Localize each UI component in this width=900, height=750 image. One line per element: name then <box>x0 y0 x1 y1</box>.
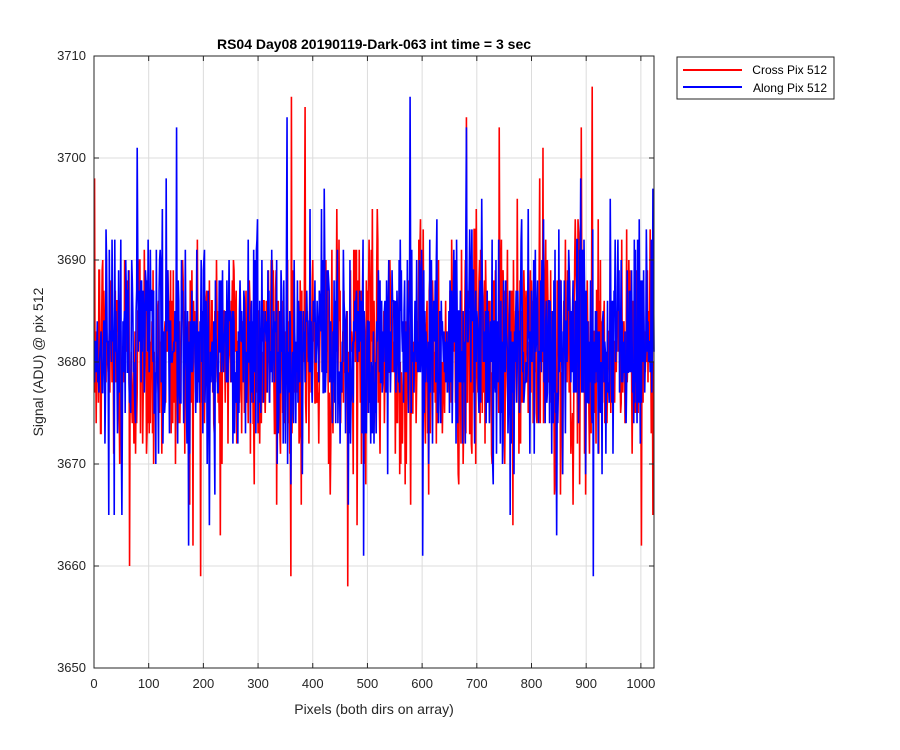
x-tick-label: 0 <box>90 676 97 691</box>
y-tick-label: 3710 <box>57 48 86 63</box>
x-tick-label: 1000 <box>626 676 655 691</box>
y-axis-label: Signal (ADU) @ pix 512 <box>30 287 46 436</box>
y-tick-label: 3670 <box>57 456 86 471</box>
y-tick-label: 3700 <box>57 150 86 165</box>
series-line-1 <box>93 96 655 577</box>
x-tick-label: 100 <box>138 676 160 691</box>
axis-ticks <box>93 55 654 669</box>
y-tick-label: 3660 <box>57 558 86 573</box>
x-tick-label: 600 <box>411 676 433 691</box>
y-tick-label: 3650 <box>57 660 86 675</box>
legend: Cross Pix 512 Along Pix 512 <box>676 56 835 100</box>
y-tick-label: 3680 <box>57 354 86 369</box>
x-tick-label: 400 <box>302 676 324 691</box>
y-tick-label: 3690 <box>57 252 86 267</box>
legend-label-along: Along Pix 512 <box>753 81 827 95</box>
x-axis-label: Pixels (both dirs on array) <box>294 701 454 717</box>
x-tick-label: 800 <box>521 676 543 691</box>
legend-box <box>676 56 835 100</box>
series-layer <box>93 86 655 587</box>
tick-labels: 0 100 200 300 400 500 600 700 800 900 1000 3650 3660… <box>57 48 655 691</box>
x-tick-label: 300 <box>247 676 269 691</box>
x-tick-label: 500 <box>357 676 379 691</box>
legend-label-cross: Cross Pix 512 <box>752 63 827 77</box>
x-tick-label: 200 <box>193 676 215 691</box>
chart-title: RS04 Day08 20190119-Dark-063 int time = … <box>217 36 531 52</box>
x-tick-label: 700 <box>466 676 488 691</box>
x-tick-label: 900 <box>575 676 597 691</box>
